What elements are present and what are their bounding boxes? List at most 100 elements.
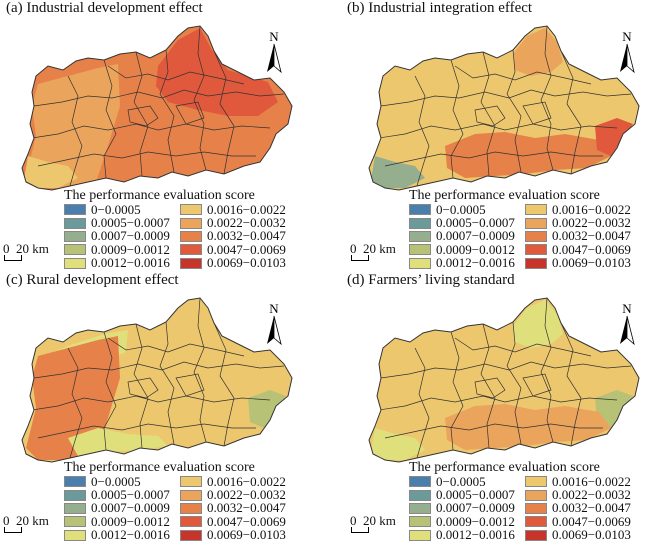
- legend-label: 0.0016−0.0022: [552, 201, 631, 217]
- legend-item: 0−0.0005: [409, 474, 515, 489]
- district-boundary: [107, 337, 245, 357]
- legend-item: 0.0007−0.0009: [64, 500, 170, 516]
- legend-label: 0.0032−0.0047: [207, 500, 286, 516]
- district-boundary: [127, 105, 159, 127]
- district-boundary: [414, 75, 430, 187]
- district-boundary: [480, 323, 496, 449]
- north-arrow-icon: N: [620, 29, 635, 74]
- legend-item: 0.0047−0.0069: [180, 242, 286, 257]
- district-boundary: [193, 298, 207, 443]
- legend-swatch: [525, 529, 547, 541]
- panel-title: (d) Farmers’ living standard: [347, 272, 515, 288]
- legend-swatch: [525, 516, 547, 528]
- legend-column: 0.0016−0.0022 0.0022−0.0032 0.0032−0.0047 0…: [180, 202, 286, 271]
- legend-swatch: [180, 476, 202, 488]
- region-score-patch: [595, 118, 633, 156]
- map-panel-b: (b) Industrial integration effect N The …: [325, 0, 650, 271]
- legend-item: 0.0047−0.0069: [180, 514, 286, 529]
- district-boundary: [378, 395, 618, 411]
- map-panel-a: (a) Industrial development effect N The …: [0, 0, 325, 271]
- north-arrow-icon: N: [267, 301, 282, 346]
- district-boundary: [103, 59, 117, 179]
- legend-swatch: [525, 257, 547, 269]
- district-boundary: [127, 377, 159, 399]
- legend-item: 0.0047−0.0069: [525, 241, 631, 257]
- district-boundary: [474, 105, 506, 127]
- legend-label: 0.0005−0.0007: [91, 215, 170, 231]
- scale-bar: 0 20 km: [3, 513, 64, 539]
- district-boundary: [193, 26, 207, 171]
- legend: 0−0.0005 0.0005−0.0007 0.0007−0.0009 0.0009…: [64, 474, 324, 545]
- legend-label: 0.0069−0.0103: [552, 255, 631, 271]
- district-boundary: [103, 331, 117, 451]
- legend-swatch: [409, 257, 431, 269]
- legend-swatch: [409, 244, 431, 256]
- legend-item: 0.0009−0.0012: [409, 242, 515, 257]
- district-boundary: [454, 337, 592, 357]
- scale-bar-line: [351, 255, 369, 261]
- district-boundary: [450, 59, 464, 179]
- scale-distance: 20 km: [16, 241, 49, 256]
- legend-item: 0.0009−0.0012: [64, 242, 170, 257]
- scale-zero: 0: [3, 241, 10, 256]
- legend-label: 0.0005−0.0007: [436, 487, 515, 503]
- legend-swatch: [64, 257, 86, 269]
- legend-column: 0.0016−0.0022 0.0022−0.0032 0.0032−0.0047 0…: [525, 474, 631, 542]
- legend-item: 0.0069−0.0103: [180, 527, 286, 543]
- north-arrow-icon: N: [267, 29, 282, 74]
- legend-item: 0.0005−0.0007: [409, 215, 515, 231]
- legend-label: 0.0007−0.0009: [91, 500, 170, 516]
- legend-swatch: [64, 244, 86, 256]
- legend-label: 0.0047−0.0069: [552, 241, 631, 257]
- scale-bar: 0 20 km: [350, 241, 411, 267]
- legend-item: 0.0012−0.0016: [409, 255, 515, 270]
- legend-label: 0.0069−0.0103: [207, 527, 286, 543]
- legend-swatch: [64, 529, 86, 541]
- legend-label: 0.0005−0.0007: [436, 215, 515, 231]
- legend-item: 0.0012−0.0016: [64, 255, 170, 270]
- legend-swatch: [64, 476, 86, 488]
- legend-item: 0.0032−0.0047: [180, 228, 286, 243]
- legend-column: 0.0016−0.0022 0.0022−0.0032 0.0032−0.0047 0…: [525, 201, 631, 271]
- district-boundary: [31, 395, 271, 411]
- legend-item: 0.0022−0.0032: [180, 215, 286, 230]
- legend-swatch: [525, 244, 547, 256]
- legend-item: 0.0005−0.0007: [64, 487, 170, 503]
- north-arrow-dark-half: [620, 44, 627, 72]
- legend-label: 0.0007−0.0009: [436, 228, 515, 244]
- scale-bar-line: [4, 255, 22, 261]
- region-outline: [21, 297, 293, 463]
- legend-swatch: [409, 217, 431, 229]
- legend-item: 0.0022−0.0032: [525, 487, 631, 502]
- legend-item: 0−0.0005: [409, 202, 515, 217]
- north-arrow-dark-half: [620, 316, 627, 344]
- legend-label: 0.0005−0.0007: [91, 487, 170, 503]
- scale-zero: 0: [350, 513, 357, 528]
- district-boundary: [159, 321, 175, 445]
- legend-swatch: [64, 502, 86, 514]
- district-boundary: [380, 89, 632, 107]
- legend-swatch: [64, 204, 86, 216]
- region-score-patch: [24, 156, 78, 188]
- legend: 0−0.0005 0.0005−0.0007 0.0007−0.0009 0.0009…: [409, 201, 650, 273]
- district-boundary: [506, 321, 522, 445]
- legend-label: 0.0022−0.0032: [207, 487, 286, 503]
- region-outline: [368, 297, 640, 463]
- legend-item: 0−0.0005: [64, 201, 170, 217]
- legend-swatch: [525, 502, 547, 514]
- legend-item: 0.0009−0.0012: [409, 514, 515, 529]
- district-boundary: [175, 373, 205, 397]
- region-outline: [368, 25, 640, 191]
- district-boundary: [133, 323, 149, 449]
- legend-label: 0.0069−0.0103: [207, 255, 286, 271]
- region-score-patch: [513, 28, 563, 76]
- legend-swatch: [180, 257, 202, 269]
- legend-label: 0−0.0005: [91, 201, 141, 217]
- panel-title: (b) Industrial integration effect: [347, 0, 533, 16]
- legend-swatch: [525, 204, 547, 216]
- legend-column: 0−0.0005 0.0005−0.0007 0.0007−0.0009 0.0009…: [409, 202, 515, 270]
- district-boundary: [67, 75, 83, 187]
- legend-item: 0.0007−0.0009: [409, 500, 515, 515]
- north-arrow-light-half: [626, 315, 635, 346]
- district-boundary: [33, 361, 285, 379]
